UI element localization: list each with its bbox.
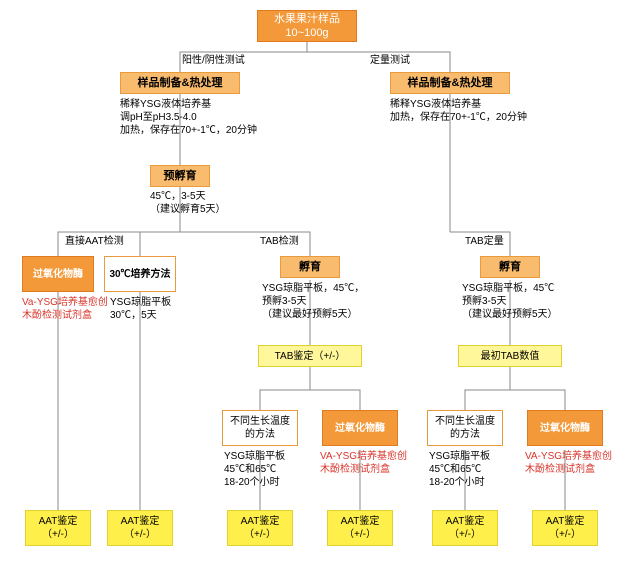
label-tab-detect: TAB检测 — [260, 235, 299, 248]
prep-left-box: 样品制备&热处理 — [120, 72, 240, 94]
aat-box-3: AAT鉴定 （+/-） — [227, 510, 293, 546]
tab-ident-box: TAB鉴定（+/-） — [258, 345, 362, 367]
method30-title: 30℃培养方法 — [109, 268, 170, 281]
peroxidase2-right-lines: VA-YSG培养基愈创 木酚检测试剂盒 — [525, 450, 612, 476]
aat-title-1: AAT鉴定 — [39, 515, 78, 528]
root-title1: 水果果汁样品 — [274, 12, 340, 26]
method30-box: 30℃培养方法 — [104, 256, 176, 292]
root-title2: 10~100g — [285, 26, 328, 40]
peroxidase2-mid-title: 过氧化物酶 — [335, 422, 385, 435]
aat-box-4: AAT鉴定 （+/-） — [327, 510, 393, 546]
incubate-right-box: 孵育 — [480, 256, 540, 278]
prep-left-title: 样品制备&热处理 — [138, 76, 223, 90]
diff-temp-mid-lines: YSG琼脂平板 45℃和65℃ 18-20个小时 — [224, 450, 285, 489]
aat-sub-4: （+/-） — [344, 528, 376, 541]
preincubate-box: 预孵育 — [150, 165, 210, 187]
diff-temp-mid-box: 不同生长温度 的方法 — [222, 410, 298, 446]
aat-box-6: AAT鉴定 （+/-） — [532, 510, 598, 546]
aat-sub-3: （+/-） — [244, 528, 276, 541]
aat-sub-1: （+/-） — [42, 528, 74, 541]
tab-ident-title: TAB鉴定（+/-） — [275, 350, 346, 363]
aat-sub-5: （+/-） — [449, 528, 481, 541]
incubate-right-lines: YSG琼脂平板，45℃ 预孵3-5天 （建议最好预孵5天） — [462, 282, 558, 321]
peroxidase2-mid-lines: VA-YSG培养基愈创 木酚检测试剂盒 — [320, 450, 407, 476]
preincubate-title: 预孵育 — [164, 169, 197, 183]
label-pos-neg: 阳性/阴性测试 — [182, 54, 245, 67]
label-direct-aat: 直接AAT检测 — [65, 235, 124, 248]
peroxidase-title: 过氧化物酶 — [33, 268, 83, 281]
peroxidase2-right-box: 过氧化物酶 — [527, 410, 603, 446]
aat-box-1: AAT鉴定 （+/-） — [25, 510, 91, 546]
diff-temp-mid-title: 不同生长温度 的方法 — [230, 415, 290, 441]
aat-box-2: AAT鉴定 （+/-） — [107, 510, 173, 546]
flowchart: 水果果汁样品 10~100g 阳性/阴性测试 定量测试 样品制备&热处理 稀释Y… — [10, 10, 625, 563]
preincubate-lines: 45℃，3-5天 （建议孵育5天） — [150, 190, 226, 216]
aat-title-6: AAT鉴定 — [546, 515, 585, 528]
peroxidase-lines: Va-YSG培养基愈创 木酚检测试剂盒 — [22, 296, 108, 322]
incubate-mid-box: 孵育 — [280, 256, 340, 278]
prep-right-title: 样品制备&热处理 — [408, 76, 493, 90]
aat-title-5: AAT鉴定 — [446, 515, 485, 528]
aat-title-2: AAT鉴定 — [121, 515, 160, 528]
incubate-right-title: 孵育 — [499, 260, 521, 274]
root-box: 水果果汁样品 10~100g — [257, 10, 357, 42]
tab-initial-box: 最初TAB数值 — [458, 345, 562, 367]
prep-right-box: 样品制备&热处理 — [390, 72, 510, 94]
incubate-mid-title: 孵育 — [299, 260, 321, 274]
tab-initial-title: 最初TAB数值 — [481, 350, 540, 363]
peroxidase2-mid-box: 过氧化物酶 — [322, 410, 398, 446]
diff-temp-right-lines: YSG琼脂平板 45℃和65℃ 18-20个小时 — [429, 450, 490, 489]
aat-title-4: AAT鉴定 — [341, 515, 380, 528]
aat-box-5: AAT鉴定 （+/-） — [432, 510, 498, 546]
peroxidase-box: 过氧化物酶 — [22, 256, 94, 292]
incubate-mid-lines: YSG琼脂平板，45℃， 预孵3-5天 （建议最好预孵5天） — [262, 282, 364, 321]
diff-temp-right-title: 不同生长温度 的方法 — [435, 415, 495, 441]
aat-sub-2: （+/-） — [124, 528, 156, 541]
peroxidase2-right-title: 过氧化物酶 — [540, 422, 590, 435]
diff-temp-right-box: 不同生长温度 的方法 — [427, 410, 503, 446]
label-quant: 定量测试 — [370, 54, 410, 67]
prep-left-lines: 稀释YSG液体培养基 调pH至pH3.5-4.0 加热，保存在70+-1℃，20… — [120, 98, 257, 137]
aat-sub-6: （+/-） — [549, 528, 581, 541]
aat-title-3: AAT鉴定 — [241, 515, 280, 528]
prep-right-lines: 稀释YSG液体培养基 加热，保存在70+-1℃，20分钟 — [390, 98, 527, 124]
method30-lines: YSG琼脂平板 30℃，5天 — [110, 296, 171, 322]
label-tab-quant: TAB定量 — [465, 235, 504, 248]
